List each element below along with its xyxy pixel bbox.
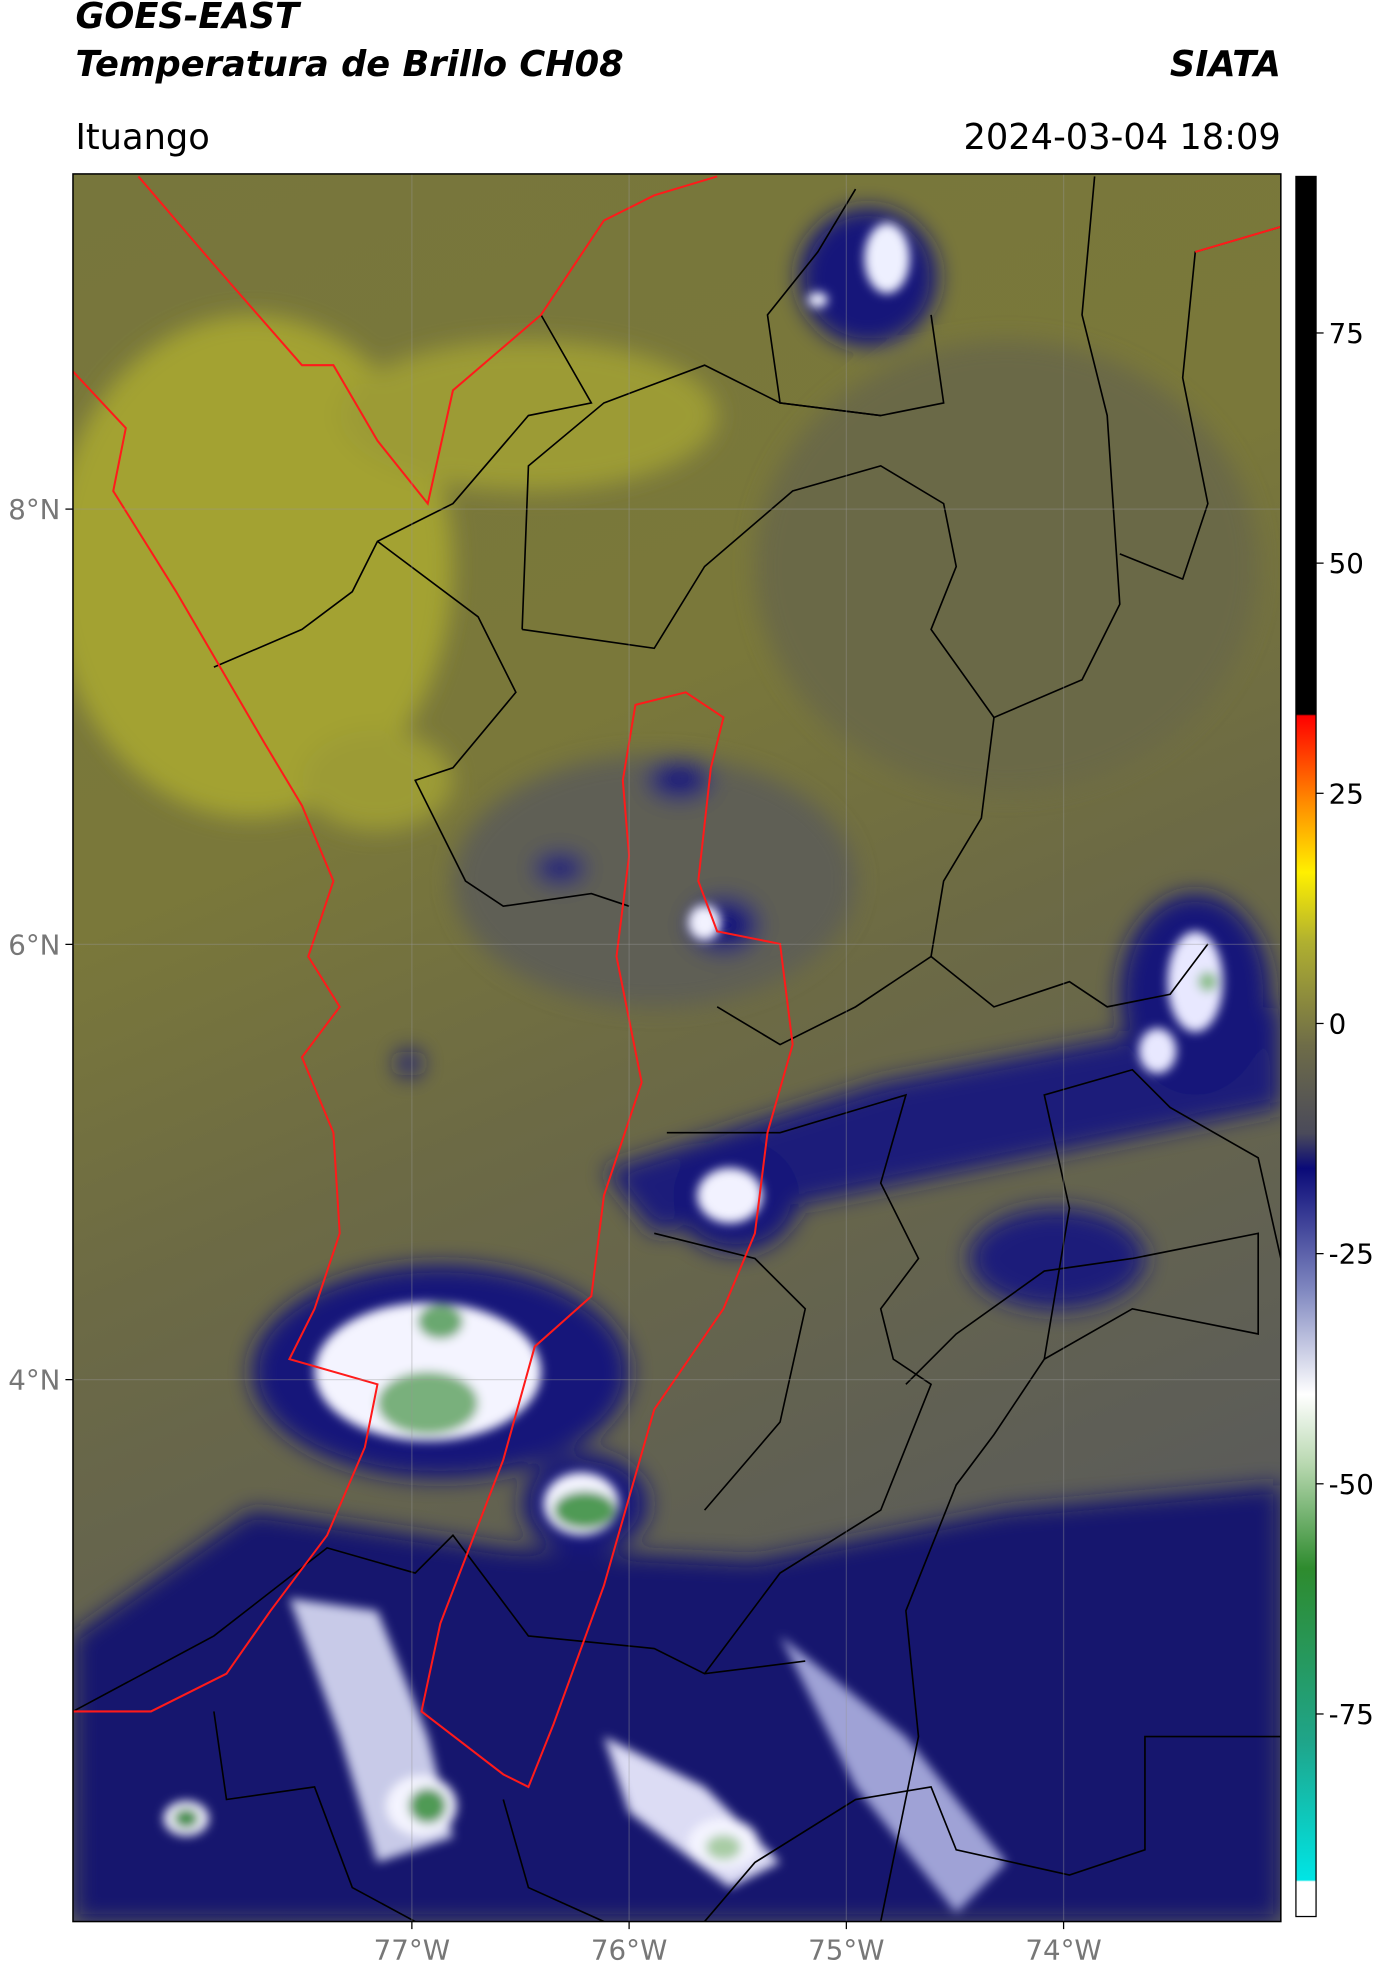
colorbar-label: 25 xyxy=(1329,777,1364,810)
colorbar xyxy=(1295,175,1317,1918)
source: SIATA xyxy=(1170,44,1281,85)
graticule xyxy=(72,173,1281,1922)
lat-label: 4°N xyxy=(8,1364,60,1397)
lon-label: 77°W xyxy=(374,1933,450,1966)
subtitle: Temperatura de Brillo CH08 xyxy=(75,44,623,85)
colorbar-label: -50 xyxy=(1329,1468,1374,1501)
colorbar-label: 75 xyxy=(1329,317,1364,350)
lon-label: 75°W xyxy=(808,1933,884,1966)
lat-label: 8°N xyxy=(8,493,60,526)
colorbar-label: 50 xyxy=(1329,547,1364,580)
location: Ituango xyxy=(75,117,209,158)
colorbar-label: -75 xyxy=(1329,1698,1374,1731)
map-image xyxy=(72,173,1281,1922)
datetime: 2024-03-04 18:09 xyxy=(963,117,1280,158)
title: GOES-EAST xyxy=(75,0,302,37)
map-frame xyxy=(72,173,1282,1923)
lon-label: 74°W xyxy=(1025,1933,1101,1966)
lat-label: 6°N xyxy=(8,928,60,961)
colorbar-label: -25 xyxy=(1329,1238,1374,1271)
lon-label: 76°W xyxy=(591,1933,667,1966)
colorbar-label: 0 xyxy=(1329,1008,1347,1041)
